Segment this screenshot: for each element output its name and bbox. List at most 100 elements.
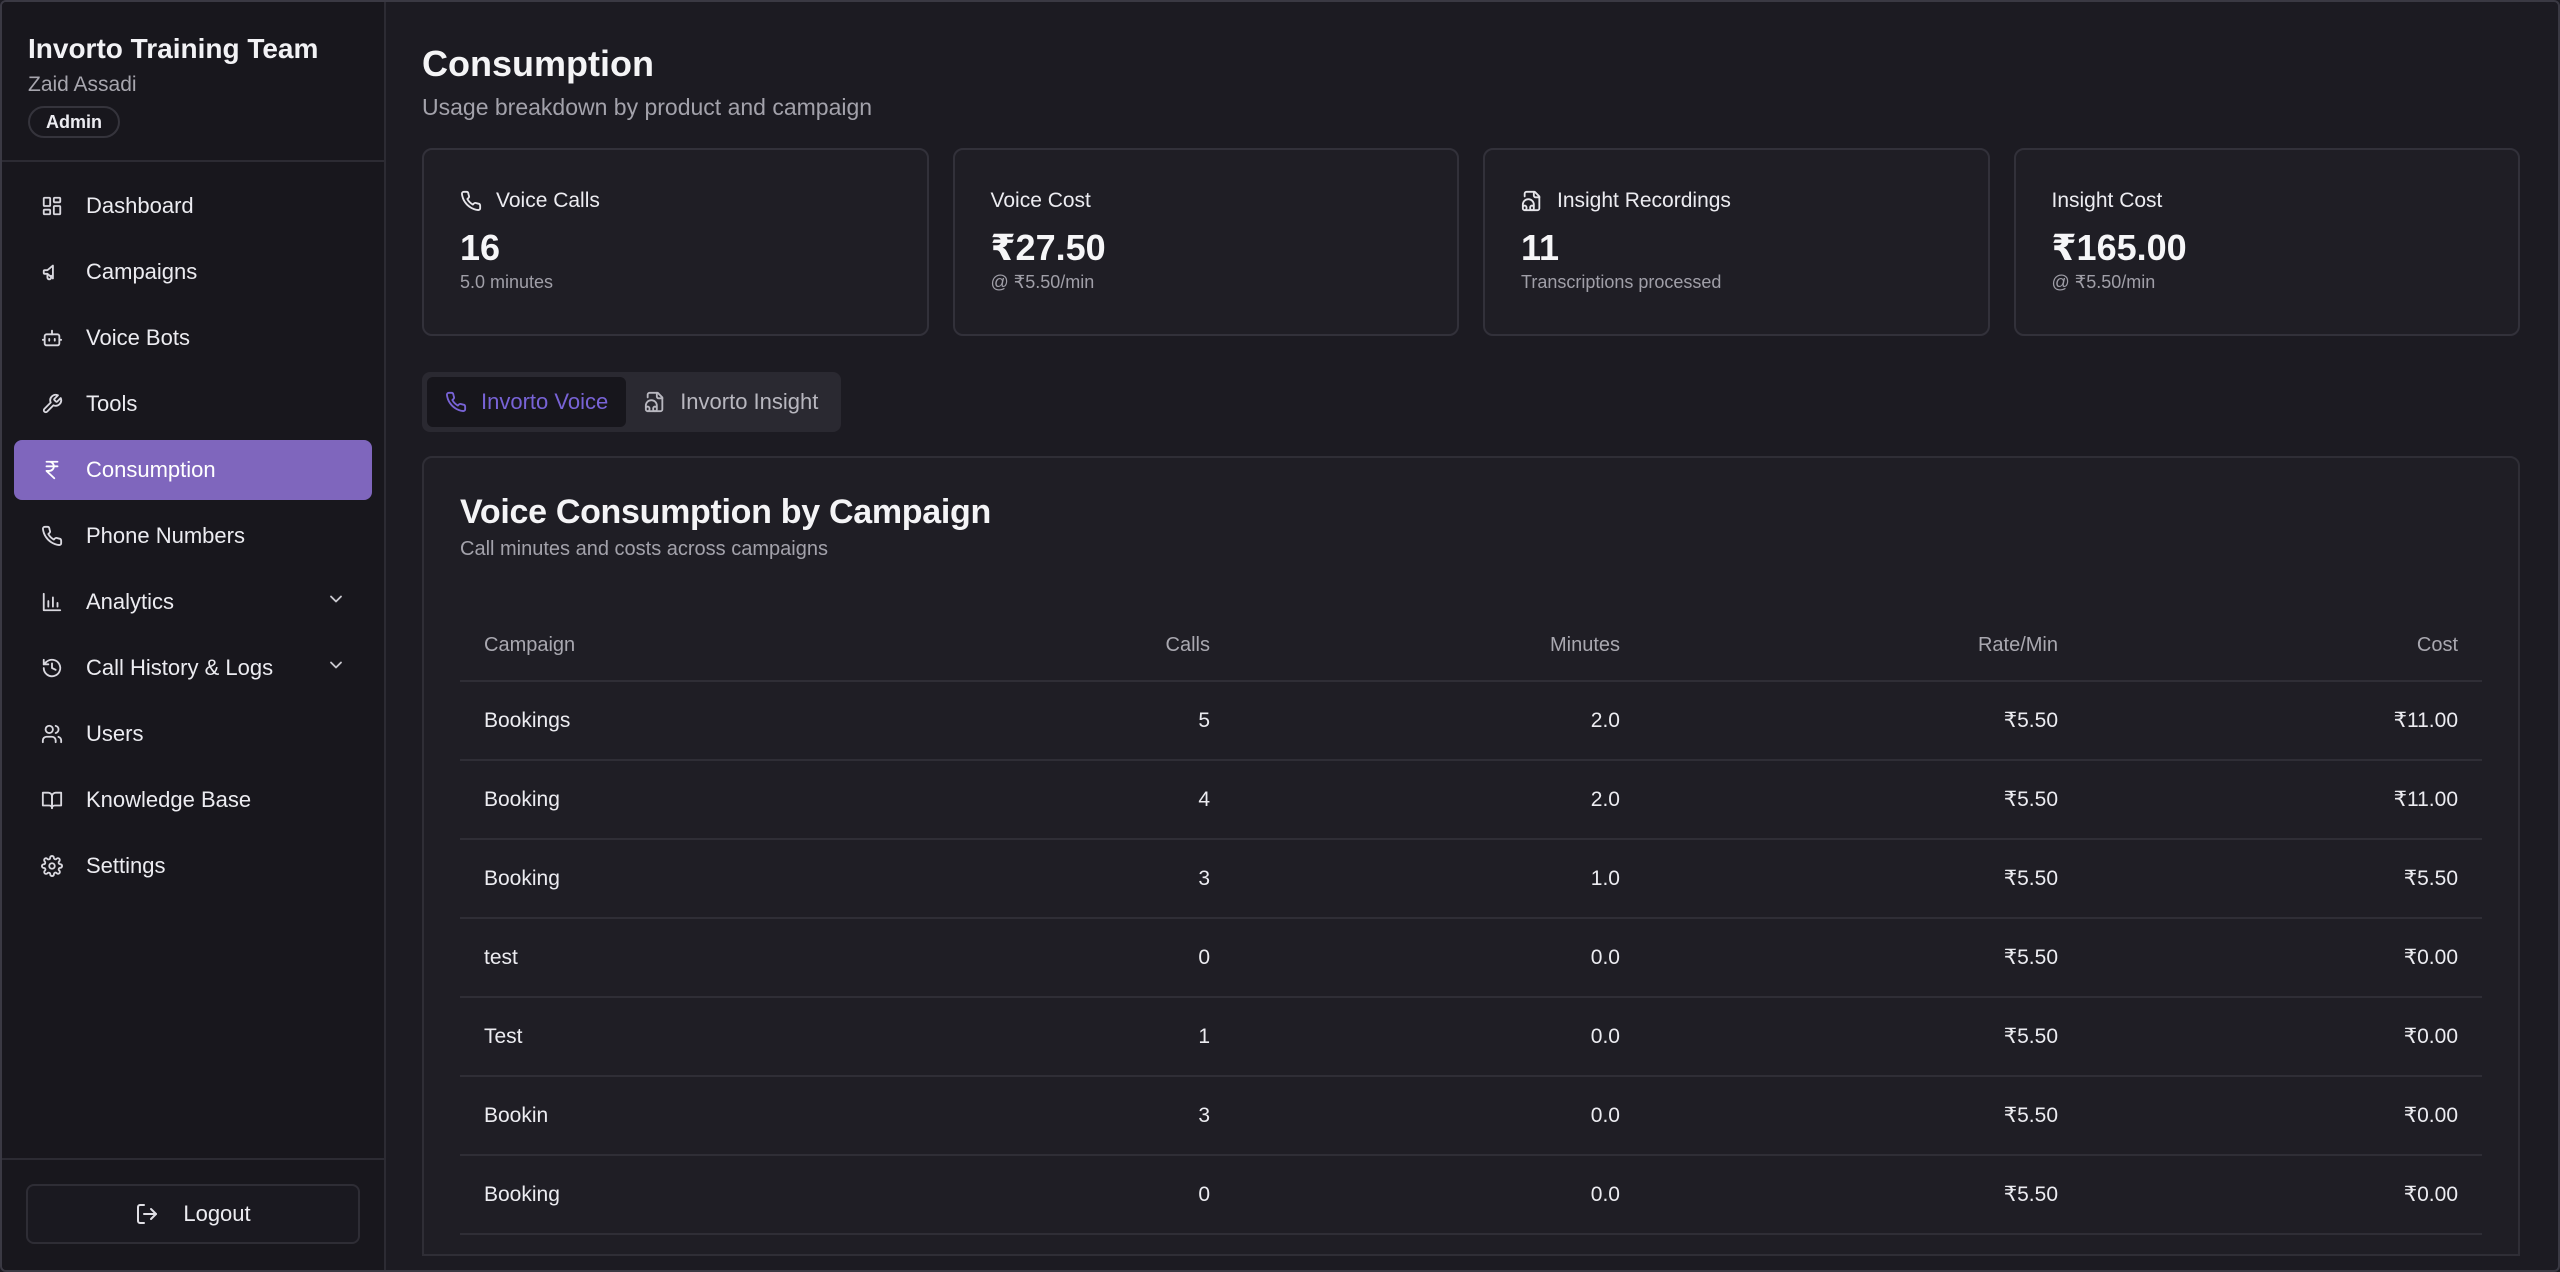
cell-rate: ₹5.50 <box>1644 839 2082 919</box>
logout-label: Logout <box>183 1201 251 1226</box>
cell-minutes: 0.0 <box>1234 1155 1644 1235</box>
stat-value: 16 <box>460 227 501 268</box>
table-row[interactable]: Booking 4 2.0 ₹5.50 ₹11.00 <box>460 760 2482 840</box>
cell-cost: ₹0.00 <box>2082 1076 2482 1156</box>
wrench-icon <box>40 392 64 416</box>
users-icon <box>40 722 64 746</box>
sidebar-item-call-history[interactable]: Call History & Logs <box>14 638 372 698</box>
stat-label: Insight Cost <box>2051 189 2163 212</box>
cell-calls: 4 <box>990 760 1234 840</box>
panel-title: Voice Consumption by Campaign <box>460 493 991 531</box>
voice-consumption-panel: Voice Consumption by Campaign Call minut… <box>422 456 2520 1256</box>
bot-icon <box>40 326 64 350</box>
cell-cost: ₹11.00 <box>2082 681 2482 761</box>
cell-minutes: 2.0 <box>1234 681 1644 761</box>
column-header-rate[interactable]: Rate/Min <box>1644 611 2082 682</box>
sidebar-item-voice-bots[interactable]: Voice Bots <box>14 308 372 368</box>
cell-minutes: 0.0 <box>1234 1076 1644 1156</box>
role-badge: Admin <box>28 106 120 138</box>
cell-minutes: 0.0 <box>1234 997 1644 1077</box>
cell-minutes: 0.0 <box>1234 918 1644 998</box>
cell-minutes: 1.0 <box>1234 839 1644 919</box>
stat-sub: 5.0 minutes <box>460 272 554 292</box>
table-row[interactable]: test 0 0.0 ₹5.50 ₹0.00 <box>460 918 2482 998</box>
cell-cost: ₹0.00 <box>2082 997 2482 1077</box>
stat-card-insight-recordings: Insight Recordings 11 Transcriptions pro… <box>1483 148 1990 336</box>
tab-invorto-voice[interactable]: Invorto Voice <box>427 377 627 427</box>
sidebar-item-knowledge-base[interactable]: Knowledge Base <box>14 770 372 830</box>
file-audio-icon <box>645 391 664 413</box>
logout-icon <box>137 1204 158 1224</box>
sidebar-item-users[interactable]: Users <box>14 704 372 764</box>
stat-label: Voice Calls <box>496 189 600 212</box>
table-row[interactable]: Bookings 5 2.0 ₹5.50 ₹11.00 <box>460 681 2482 761</box>
cell-calls: 3 <box>990 839 1234 919</box>
cell-cost: ₹11.00 <box>2082 760 2482 840</box>
sidebar-item-label: Phone Numbers <box>86 523 245 548</box>
stat-label: Insight Recordings <box>1557 189 1731 212</box>
rupee-icon <box>40 458 64 482</box>
column-header-campaign[interactable]: Campaign <box>460 611 990 682</box>
column-header-calls[interactable]: Calls <box>990 611 1234 682</box>
panel-subtitle: Call minutes and costs across campaigns <box>460 538 828 560</box>
logout-button[interactable]: Logout <box>26 1184 360 1244</box>
table-header-row: Campaign Calls Minutes Rate/Min Cost <box>460 611 2482 682</box>
cell-minutes: 2.0 <box>1234 760 1644 840</box>
tab-invorto-insight[interactable]: Invorto Insight <box>626 377 836 427</box>
stat-value: ₹165.00 <box>2051 227 2187 268</box>
product-tabs: Invorto Voice Invorto Insight <box>422 372 842 432</box>
sidebar-item-dashboard[interactable]: Dashboard <box>14 176 372 236</box>
sidebar-item-settings[interactable]: Settings <box>14 836 372 896</box>
sidebar-item-label: Tools <box>86 391 138 416</box>
cell-rate: ₹5.50 <box>1644 918 2082 998</box>
sidebar-footer: Logout <box>2 1158 384 1270</box>
cell-cost: ₹0.00 <box>2082 918 2482 998</box>
team-header: Invorto Training Team Zaid Assadi Admin <box>2 2 384 162</box>
sidebar-item-label: Voice Bots <box>86 325 190 350</box>
cell-campaign: Test <box>460 997 990 1077</box>
table-row[interactable]: Bookin 3 0.0 ₹5.50 ₹0.00 <box>460 1076 2482 1156</box>
main-content: Consumption Usage breakdown by product a… <box>386 2 2558 1270</box>
column-header-minutes[interactable]: Minutes <box>1234 611 1644 682</box>
cell-campaign: Bookin <box>460 1076 990 1156</box>
sidebar-item-analytics[interactable]: Analytics <box>14 572 372 632</box>
stat-sub: @ ₹5.50/min <box>990 272 1095 292</box>
file-audio-icon <box>1521 190 1541 212</box>
sidebar-item-label: Call History & Logs <box>86 655 274 680</box>
stats-row: Voice Calls 16 5.0 minutes Voice Cost ₹2… <box>422 148 2520 336</box>
tab-label: Invorto Voice <box>481 389 609 414</box>
cell-cost: ₹0.00 <box>2082 1155 2482 1235</box>
bar-chart-icon <box>40 590 64 614</box>
sidebar: Invorto Training Team Zaid Assadi Admin … <box>2 2 386 1270</box>
stat-card-voice-cost: Voice Cost ₹27.50 @ ₹5.50/min <box>952 148 1459 336</box>
cell-rate: ₹5.50 <box>1644 681 2082 761</box>
megaphone-icon <box>40 260 64 284</box>
chevron-down-icon[interactable] <box>326 655 346 681</box>
sidebar-item-consumption[interactable]: Consumption <box>14 440 372 500</box>
sidebar-item-campaigns[interactable]: Campaigns <box>14 242 372 302</box>
chevron-down-icon[interactable] <box>326 589 346 615</box>
column-header-cost[interactable]: Cost <box>2082 611 2482 682</box>
cell-rate: ₹5.50 <box>1644 1155 2082 1235</box>
table-row[interactable]: Booking 3 1.0 ₹5.50 ₹5.50 <box>460 839 2482 919</box>
sidebar-item-phone-numbers[interactable]: Phone Numbers <box>14 506 372 566</box>
sidebar-item-tools[interactable]: Tools <box>14 374 372 434</box>
cell-calls: 5 <box>990 681 1234 761</box>
book-icon <box>40 788 64 812</box>
tab-label: Invorto Insight <box>680 389 819 414</box>
sidebar-item-label: Knowledge Base <box>86 787 252 812</box>
cell-campaign: Bookings <box>460 681 990 761</box>
cell-campaign: Booking <box>460 760 990 840</box>
table-row[interactable]: Booking 0 0.0 ₹5.50 ₹0.00 <box>460 1155 2482 1235</box>
cell-calls: 1 <box>990 997 1234 1077</box>
cell-campaign: test <box>460 918 990 998</box>
history-icon <box>40 656 64 680</box>
phone-icon <box>40 524 64 548</box>
stat-card-voice-calls: Voice Calls 16 5.0 minutes <box>422 148 929 336</box>
cell-rate: ₹5.50 <box>1644 1076 2082 1156</box>
stat-card-insight-cost: Insight Cost ₹165.00 @ ₹5.50/min <box>2013 148 2520 336</box>
table-row[interactable]: Test 1 0.0 ₹5.50 ₹0.00 <box>460 997 2482 1077</box>
sidebar-item-label: Settings <box>86 853 166 878</box>
page-title: Consumption <box>422 43 654 84</box>
